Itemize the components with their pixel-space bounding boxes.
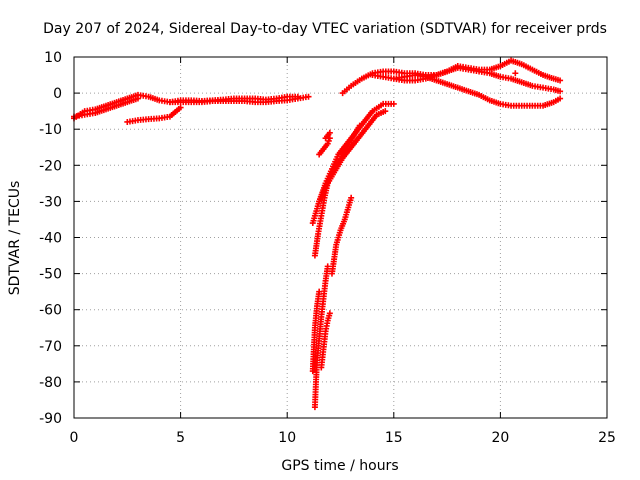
data-point [324,263,331,270]
series-track-12 [309,288,323,375]
y-tick-label: -80 [39,375,62,391]
data-point [382,108,389,115]
series-track-10 [311,122,363,259]
series-track-4 [166,93,312,106]
x-tick-label: 25 [598,430,616,446]
series-track-2 [71,95,141,120]
axis-ticks: 0 5 10 15 20 25 -90 -80 -70 -60 -50 -40 -30 -20 -10 0 10 [39,50,616,446]
series-track-11 [311,263,331,411]
data-point [348,194,355,201]
data-point [557,88,564,95]
x-tick-label: 10 [278,430,296,446]
series-track-16 [322,129,333,142]
series-track-15 [316,135,333,158]
data-point [557,77,564,84]
series-track-3 [124,104,184,125]
series-track-7 [390,72,564,109]
data-point [134,95,141,102]
x-tick-label: 0 [70,430,79,446]
x-axis-label: GPS time / hours [281,458,398,474]
data-point [316,288,323,295]
series-track-14 [318,310,333,371]
series-track-17 [512,70,519,77]
data-points [71,57,564,411]
data-point [390,100,397,107]
y-tick-label: -40 [39,231,62,247]
data-point [177,104,184,111]
x-tick-label: 5 [176,430,185,446]
y-tick-label: -20 [39,158,62,174]
data-point [326,129,333,136]
plot-frame [73,56,608,419]
data-point [512,70,519,77]
y-tick-label: 0 [53,86,62,102]
grid [74,57,607,418]
y-tick-label: -10 [39,122,62,138]
data-point [356,122,363,129]
y-tick-label: -30 [39,194,62,210]
x-tick-label: 20 [491,430,509,446]
y-tick-label: -60 [39,303,62,319]
series-track-13 [328,194,355,277]
y-tick-label: -90 [39,411,62,427]
x-tick-label: 15 [385,430,403,446]
data-point [326,310,333,317]
data-point [305,93,312,100]
y-tick-label: -50 [39,267,62,283]
chart-title: Day 207 of 2024, Sidereal Day-to-day VTE… [43,21,607,37]
y-tick-label: -70 [39,339,62,355]
y-tick-label: 10 [44,50,62,66]
data-point [557,95,564,102]
y-axis-label: SDTVAR / TECUs [7,181,23,296]
